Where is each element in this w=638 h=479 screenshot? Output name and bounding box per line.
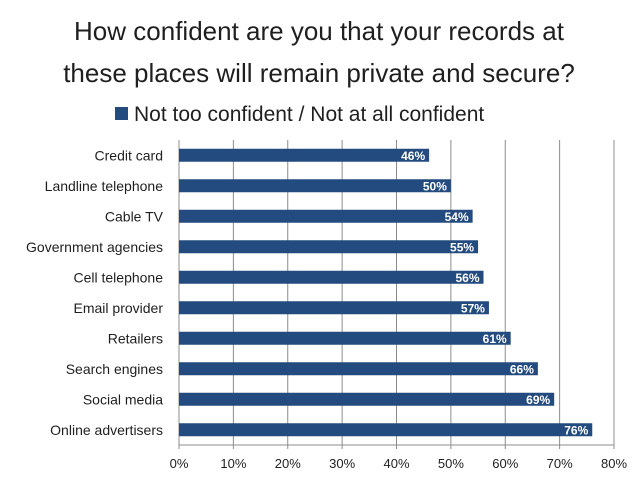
data-label-0: 46% [401, 149, 425, 163]
category-label-8: Social media [83, 391, 163, 407]
x-axis-tick-labels: 0% 10% 20% 30% 40% 50% 60% 70% 80% [170, 456, 628, 471]
data-label-2: 54% [445, 210, 469, 224]
legend-label: Not too confident / Not at all confident [134, 103, 484, 126]
bar-0 [179, 148, 430, 162]
bar-3 [179, 240, 479, 254]
x-tick-label-7: 70% [547, 456, 573, 471]
data-label-7: 66% [510, 362, 534, 376]
x-tick-label-1: 10% [220, 456, 246, 471]
chart-title-line-1: How confident are you that your records … [74, 16, 565, 46]
data-label-4: 56% [455, 271, 479, 285]
bar-2 [179, 209, 473, 223]
category-label-2: Cable TV [105, 208, 164, 224]
category-label-4: Cell telephone [73, 269, 163, 285]
category-label-1: Landline telephone [45, 178, 164, 194]
x-tick-label-3: 30% [329, 456, 355, 471]
bar-1 [179, 179, 451, 193]
bar-8 [179, 392, 555, 406]
data-label-9: 76% [564, 423, 588, 437]
data-label-3: 55% [450, 240, 474, 254]
category-label-9: Online advertisers [50, 422, 163, 438]
x-tick-label-8: 80% [601, 456, 627, 471]
bar-6 [179, 331, 511, 345]
category-labels: Credit card Landline telephone Cable TV Gov… [26, 147, 164, 438]
data-label-6: 61% [483, 332, 507, 346]
x-tick-label-2: 20% [275, 456, 301, 471]
x-tick-label-4: 40% [383, 456, 409, 471]
category-label-0: Credit card [95, 147, 163, 163]
bars [179, 148, 593, 437]
category-label-3: Government agencies [26, 239, 163, 255]
legend-swatch [115, 107, 128, 120]
data-label-5: 57% [461, 301, 485, 315]
x-tick-label-0: 0% [170, 456, 189, 471]
bar-9 [179, 423, 593, 437]
data-labels: 46% 50% 54% 55% 56% 57% 61% 66% 69% 76% [401, 149, 588, 438]
data-label-8: 69% [526, 393, 550, 407]
bar-7 [179, 362, 538, 376]
bar-5 [179, 301, 489, 315]
x-tick-label-6: 60% [492, 456, 518, 471]
category-label-6: Retailers [108, 330, 163, 346]
chart-title-line-2: these places will remain private and sec… [63, 58, 575, 88]
data-label-1: 50% [423, 179, 447, 193]
category-label-7: Search engines [66, 361, 163, 377]
x-tick-label-5: 50% [438, 456, 464, 471]
bar-4 [179, 270, 484, 284]
category-label-5: Email provider [74, 300, 164, 316]
